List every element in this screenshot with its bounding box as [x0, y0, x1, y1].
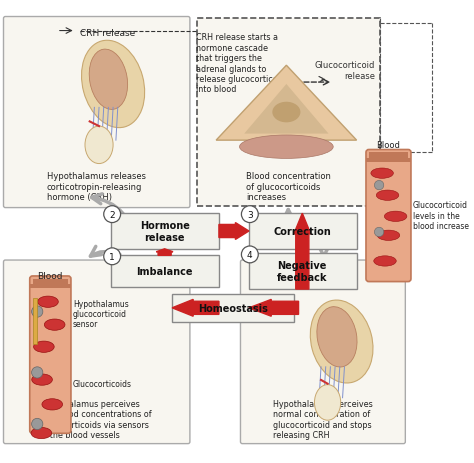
Circle shape	[374, 181, 384, 190]
Ellipse shape	[45, 319, 65, 331]
Circle shape	[241, 246, 258, 263]
Ellipse shape	[38, 296, 58, 308]
Polygon shape	[249, 300, 299, 317]
FancyBboxPatch shape	[30, 276, 71, 433]
Text: Hypothalamus releases
corticotropin-releasing
hormone (CRH): Hypothalamus releases corticotropin-rele…	[47, 172, 146, 201]
Bar	[33, 298, 37, 344]
Text: Homeostasis: Homeostasis	[198, 303, 268, 313]
Text: Glucocorticoids: Glucocorticoids	[73, 379, 132, 388]
Circle shape	[32, 367, 43, 378]
Circle shape	[374, 228, 384, 237]
Text: Blood: Blood	[376, 140, 401, 149]
Text: 3: 3	[247, 210, 253, 219]
Bar	[366, 159, 411, 163]
Ellipse shape	[82, 41, 145, 128]
Ellipse shape	[371, 169, 393, 179]
Bar	[369, 153, 408, 161]
Ellipse shape	[310, 300, 373, 383]
Text: Negative
feedback: Negative feedback	[277, 261, 328, 282]
Polygon shape	[219, 223, 249, 240]
Polygon shape	[156, 249, 173, 256]
Ellipse shape	[34, 341, 54, 353]
FancyBboxPatch shape	[3, 18, 190, 208]
Ellipse shape	[384, 212, 407, 222]
Text: CRH: CRH	[293, 275, 315, 284]
Ellipse shape	[85, 127, 113, 164]
Polygon shape	[216, 66, 356, 141]
Circle shape	[104, 248, 120, 265]
Bar	[249, 254, 356, 289]
Text: 1: 1	[109, 252, 115, 261]
Circle shape	[32, 419, 43, 430]
Bar	[111, 256, 219, 288]
Text: 4: 4	[247, 250, 253, 259]
Text: Hypothalamus perceives
low blood concentrations of
glucocorticoids via sensors
i: Hypothalamus perceives low blood concent…	[40, 399, 152, 439]
Text: ease: ease	[334, 275, 356, 284]
Ellipse shape	[317, 307, 357, 367]
Text: Hypothalamus perceives
normal concentration of
glucocorticoid and stops
releasin: Hypothalamus perceives normal concentrat…	[273, 399, 373, 439]
Ellipse shape	[42, 399, 63, 410]
Text: rel: rel	[321, 275, 333, 284]
Ellipse shape	[376, 191, 399, 201]
Bar	[197, 19, 380, 206]
Ellipse shape	[273, 102, 301, 123]
Text: Hypothalamus
glucocorticoid
sensor: Hypothalamus glucocorticoid sensor	[73, 299, 128, 329]
Ellipse shape	[374, 256, 396, 267]
Text: Correction: Correction	[273, 226, 331, 237]
Circle shape	[241, 206, 258, 223]
FancyBboxPatch shape	[3, 261, 190, 444]
Text: CRH release: CRH release	[80, 29, 136, 38]
FancyBboxPatch shape	[240, 261, 405, 444]
Ellipse shape	[32, 374, 52, 385]
Text: Glucocorticoid
release: Glucocorticoid release	[315, 61, 375, 81]
Text: ✕: ✕	[319, 272, 331, 287]
Ellipse shape	[31, 427, 52, 439]
Polygon shape	[244, 85, 328, 134]
FancyBboxPatch shape	[366, 150, 411, 282]
Ellipse shape	[239, 136, 333, 159]
Circle shape	[32, 306, 43, 318]
Text: Blood concentration
of glucocorticoids
increases: Blood concentration of glucocorticoids i…	[246, 172, 331, 201]
Text: Imbalance: Imbalance	[137, 267, 193, 277]
Text: Glucocorticoid
levels in the
blood increase: Glucocorticoid levels in the blood incre…	[413, 201, 469, 231]
Bar	[249, 214, 356, 249]
Text: CRH release starts a
hormone cascade
that triggers the
adrenal glands to
release: CRH release starts a hormone cascade tha…	[195, 33, 285, 94]
Polygon shape	[294, 214, 311, 289]
Text: Blood: Blood	[37, 272, 63, 281]
Text: 2: 2	[109, 210, 115, 219]
Ellipse shape	[377, 231, 400, 241]
Bar	[30, 285, 71, 288]
Ellipse shape	[314, 385, 341, 420]
Polygon shape	[172, 300, 219, 317]
Bar	[172, 294, 294, 322]
Circle shape	[104, 206, 120, 223]
Text: Hormone
release: Hormone release	[140, 221, 190, 242]
Bar	[33, 279, 68, 287]
Ellipse shape	[89, 50, 128, 110]
Bar	[111, 214, 219, 249]
